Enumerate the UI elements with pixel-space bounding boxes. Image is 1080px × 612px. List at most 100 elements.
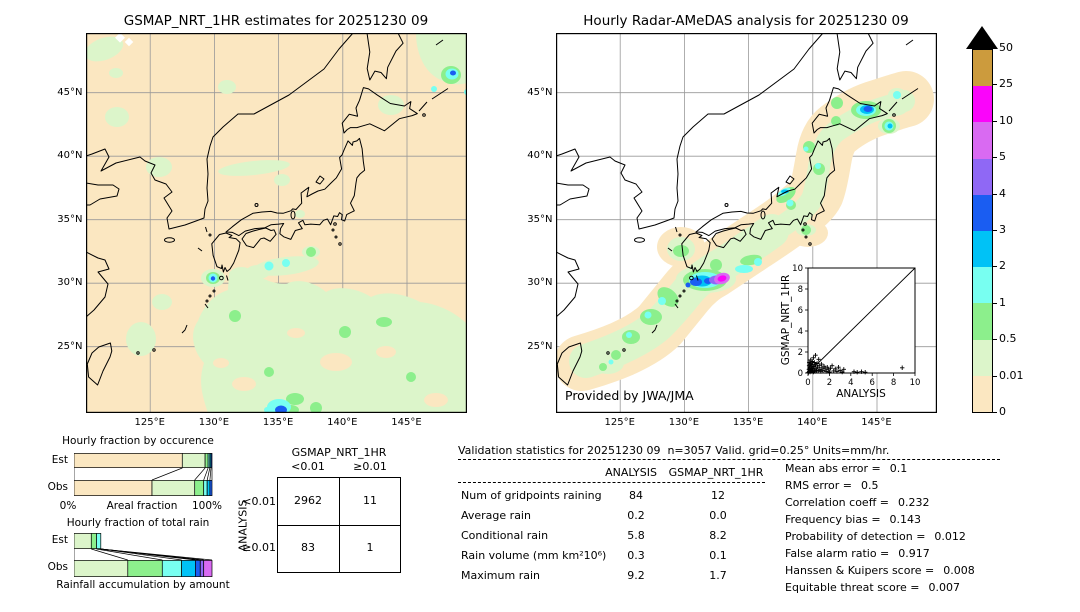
scatter-point [814,361,820,366]
scatter-point [834,369,840,374]
lake-biwa [290,210,295,220]
score-line: Frequency bias = 0.143 [785,513,921,526]
colorbar-tick-label: 25 [999,77,1013,91]
colorbar-tick [992,193,997,195]
bar-segment [209,480,213,496]
island-oki [254,203,258,207]
bar-segment [151,480,196,496]
inset-xtick-label: 8 [891,378,896,388]
occurrence-x100-label: 100% [191,500,223,512]
scatter-point [833,366,838,371]
coast-shikoku [241,227,277,249]
scatter-point [859,369,864,374]
contingency-cell-00: 2962 [294,494,322,507]
scatter-point [822,366,828,371]
contingency-table [277,477,401,573]
score-line: Mean abs error = 0.1 [785,462,907,475]
colorbar-tick [992,412,997,413]
colorbar-overflow-triangle [966,26,998,49]
colorbar-tick-label: 5 [999,150,1006,164]
island-miyako [151,348,156,352]
bar-segment [181,453,206,468]
scatter-points [806,353,905,375]
score-label: False alarm ratio = [785,547,890,560]
bar-segment [74,453,183,468]
map-border [85,33,467,413]
scatter-point [825,365,830,370]
bar-segment [210,453,213,468]
bar-segment [74,480,153,496]
inset-xtick-label: 4 [848,378,853,388]
totalrain-chart [74,533,213,577]
coast-sakhalin [366,33,404,81]
contingency-cell-01: 11 [363,494,377,507]
validation-value-analysis: 9.2 [627,569,645,582]
validation-value-analysis: 5.8 [627,529,645,542]
right-map-xtick: 140°E [797,417,828,428]
validation-value-gsmap: 8.2 [709,529,727,542]
scatter-point [900,365,905,370]
colorbar-segment [973,375,992,412]
contingency-col-group: GSMAP_NRT_1HR [291,446,387,459]
scatter-point [855,370,860,375]
segment-connector [206,467,211,481]
occurrence-chart-title: Hourly fraction by occurence [62,435,214,447]
left-map-ytick: 25°N [57,340,83,352]
inset-ytick-label: 6 [798,306,803,316]
right-map-ytick: 40°N [527,150,553,162]
contingency-row-label-1: ≥0.01 [242,541,276,554]
score-value: 0.012 [934,530,966,543]
occurrence-chart [74,453,213,496]
colorbar-tick [992,302,997,304]
island-okinawa [181,324,187,334]
contingency-cell-11: 1 [366,541,374,554]
totalrain-chart-title: Hourly fraction of total rain [66,517,210,529]
segment-connector [151,467,183,481]
island-izu-1 [332,222,337,226]
island-jeju [163,237,175,243]
bar-segment [161,560,182,577]
right-map-title: Hourly Radar-AMeDAS analysis for 2025123… [583,13,909,29]
left-map-ytick: 30°N [57,277,83,289]
score-line: Correlation coeff = 0.232 [785,496,930,509]
score-line: Equitable threat score = 0.007 [785,581,960,594]
right-map-ytick: 35°N [527,213,553,225]
island-goto [197,247,202,252]
bar-segment [199,560,205,577]
right-map-xtick: 130°E [668,417,700,428]
score-label: Probability of detection = [785,530,926,543]
validation-col-gsmap: GSMAP_NRT_1HR [668,466,764,479]
inset-xtick-label: 10 [910,378,921,388]
validation-value-analysis: 84 [629,489,643,502]
right-map-ytick: 30°N [527,277,553,289]
totalrain-row-label-est: Est [51,534,68,546]
validation-value-analysis: 0.3 [627,549,645,562]
bar-segment [90,533,97,549]
contingency-col-label-0: <0.01 [291,460,325,473]
score-value: 0.232 [898,496,930,509]
coast-honshu [225,137,365,240]
left-map-title: GSMAP_NRT_1HR estimates for 20251230 09 [123,13,429,29]
colorbar-segment [973,49,992,87]
score-label: Correlation coeff = [785,496,889,509]
colorbar-tick [992,230,997,231]
colorbar-tick-label: 10 [999,113,1013,127]
credit-text: Provided by JWA/JMA [565,388,694,403]
rain-none-holes [212,328,448,407]
island-ishigaki [135,351,140,355]
bar-segment [127,560,163,577]
scatter-point [810,359,815,364]
score-value: 0.917 [898,547,930,560]
colorbar-tick [992,339,997,341]
coast-kuril-islands [418,39,448,112]
segment-connector [96,548,163,561]
bar-segment [195,560,201,577]
island-tsushima [204,226,207,233]
score-value: 0.143 [889,513,922,526]
colorbar-tick [992,375,997,377]
validation-value-gsmap: 12 [711,489,725,502]
score-line: Hanssen & Kuipers score = 0.008 [785,564,975,577]
left-map-xtick: 135°E [262,417,294,428]
colorbar-tick [992,120,997,122]
validation-row-label: Average rain [461,509,531,522]
